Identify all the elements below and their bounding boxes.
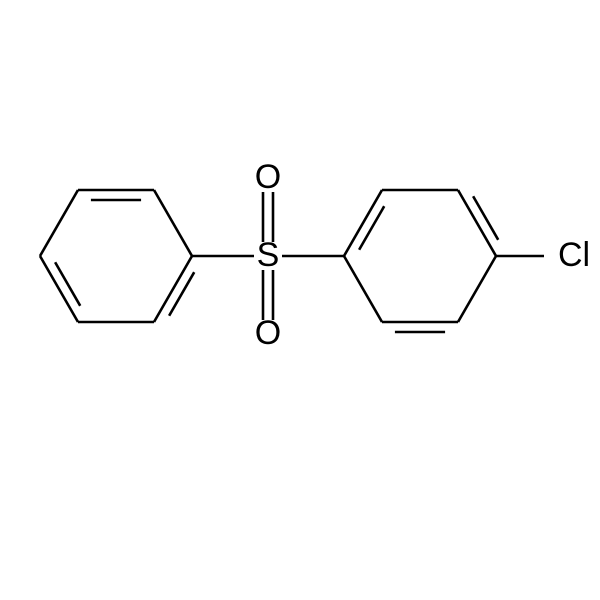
bond: [473, 196, 498, 240]
atom-label-s: S: [257, 236, 280, 274]
bond: [344, 190, 382, 256]
bond: [344, 256, 382, 322]
bond: [169, 272, 194, 316]
bond: [40, 256, 78, 322]
bond: [40, 190, 78, 256]
bond: [154, 190, 192, 256]
atom-label-cl: Cl: [558, 236, 590, 274]
bond: [154, 256, 192, 322]
chemical-structure-diagram: S O O Cl: [0, 0, 600, 600]
bond: [458, 190, 496, 256]
atom-label-o: O: [255, 314, 281, 352]
bond: [55, 262, 80, 306]
bond: [359, 206, 384, 250]
atom-label-o: O: [255, 158, 281, 196]
bond: [458, 256, 496, 322]
